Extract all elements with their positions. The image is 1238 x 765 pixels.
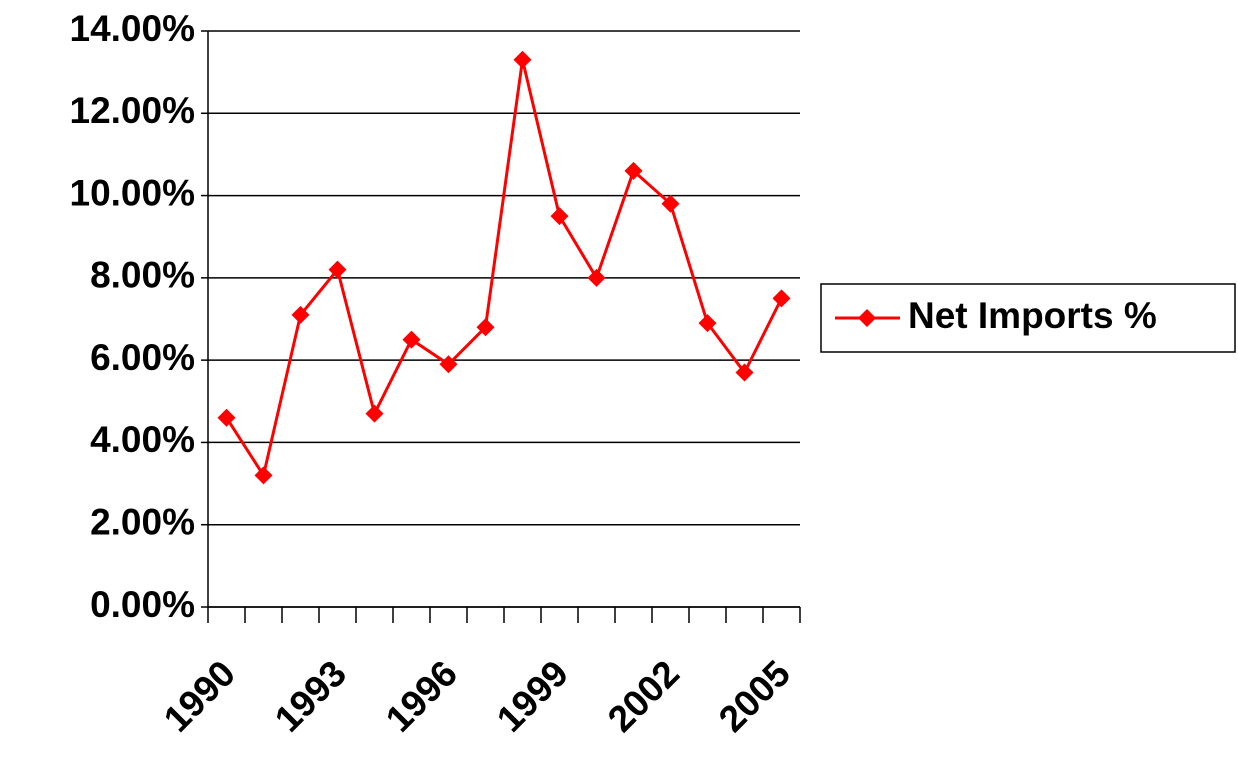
- legend-label: Net Imports %: [908, 295, 1157, 336]
- data-point: [439, 355, 458, 374]
- data-point: [328, 260, 347, 279]
- data-point: [217, 408, 236, 427]
- x-tick-label: 1996: [378, 653, 465, 740]
- data-point: [735, 363, 754, 382]
- data-point: [661, 194, 680, 213]
- y-tick-label: 0.00%: [90, 584, 195, 625]
- y-tick-label: 2.00%: [90, 501, 195, 542]
- data-point: [772, 289, 791, 308]
- y-tick-label: 8.00%: [90, 255, 195, 296]
- data-line: [225, 59, 783, 480]
- y-tick-label: 12.00%: [70, 90, 196, 131]
- data-point: [624, 161, 643, 180]
- y-tick-label: 14.00%: [70, 8, 196, 49]
- x-tick-label: 1990: [156, 653, 243, 740]
- data-point: [476, 318, 495, 337]
- data-point: [254, 466, 273, 485]
- data-point: [550, 207, 569, 226]
- data-point: [513, 50, 532, 69]
- x-tick-label: 2002: [600, 653, 687, 740]
- x-tick-label: 2005: [711, 653, 798, 740]
- y-tick-label: 4.00%: [90, 419, 195, 460]
- data-point: [291, 305, 310, 324]
- data-point: [698, 314, 717, 333]
- data-point: [587, 268, 606, 287]
- data-point: [402, 330, 421, 349]
- y-tick-label: 6.00%: [90, 337, 195, 378]
- x-tick-label: 1993: [267, 653, 354, 740]
- x-tick-label: 1999: [489, 653, 576, 740]
- legend-marker: [858, 309, 876, 327]
- data-point: [365, 404, 384, 423]
- y-tick-label: 10.00%: [70, 172, 196, 213]
- legend: Net Imports %: [820, 283, 1236, 353]
